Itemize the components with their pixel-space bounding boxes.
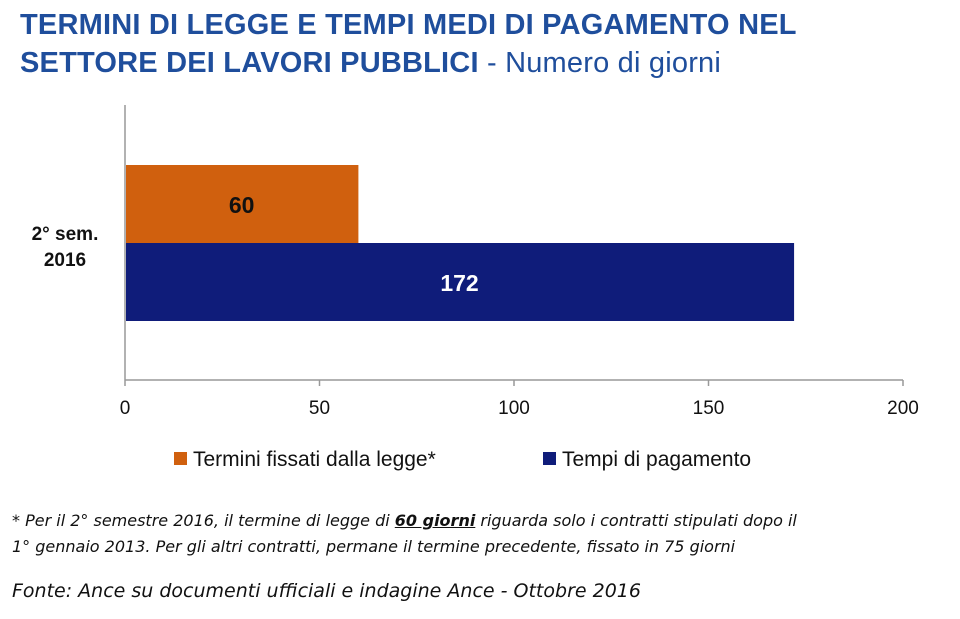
legend-swatch: [543, 452, 556, 465]
x-tick-label: 100: [498, 398, 530, 419]
footnote: * Per il 2° semestre 2016, il termine di…: [12, 508, 952, 560]
bar-termini-legge: [126, 165, 359, 243]
footnote-line-1: * Per il 2° semestre 2016, il termine di…: [12, 508, 952, 534]
bar-value-label: 172: [440, 270, 478, 296]
legend: Termini fissati dalla legge* Tempi di pag…: [174, 448, 751, 471]
footnote-text-1: * Per il 2° semestre 2016, il termine di…: [12, 511, 395, 530]
bar-value-label: 60: [229, 192, 255, 218]
category-labels: 2° sem. 2016: [32, 224, 99, 271]
legend-swatch: [174, 452, 187, 465]
category-label-line: 2016: [44, 250, 86, 271]
title-line-2: SETTORE DEI LAVORI PUBBLICI - Numero di …: [20, 44, 950, 82]
footnote-highlight: 60 giorni: [394, 511, 476, 530]
x-tick-label: 150: [693, 398, 725, 419]
bars: 60 172: [126, 165, 795, 321]
bar-chart: 0 50 100 150 200 60 172 2° sem. 2016 Termini f…: [32, 105, 919, 471]
x-tick-label: 50: [309, 398, 330, 419]
footnote-text-2: riguarda solo i contratti stipulati dopo…: [475, 511, 797, 530]
x-axis-ticks: 0 50 100 150 200: [120, 380, 919, 419]
chart-title: TERMINI DI LEGGE E TEMPI MEDI DI PAGAMEN…: [20, 6, 950, 82]
x-tick-label: 200: [887, 398, 919, 419]
legend-label: Termini fissati dalla legge*: [193, 448, 436, 471]
x-tick-label: 0: [120, 398, 131, 419]
title-main-part: SETTORE DEI LAVORI PUBBLICI: [20, 47, 479, 79]
source-note: Fonte: Ance su documenti ufficiali e ind…: [12, 580, 641, 602]
chart-subtitle: - Numero di giorni: [478, 47, 722, 79]
footnote-line-2: 1° gennaio 2013. Per gli altri contratti…: [12, 537, 736, 556]
legend-label: Tempi di pagamento: [562, 448, 751, 471]
title-line-1: TERMINI DI LEGGE E TEMPI MEDI DI PAGAMEN…: [20, 9, 797, 41]
category-label-line: 2° sem.: [32, 224, 99, 245]
bar-tempi-pagamento: [126, 243, 795, 321]
